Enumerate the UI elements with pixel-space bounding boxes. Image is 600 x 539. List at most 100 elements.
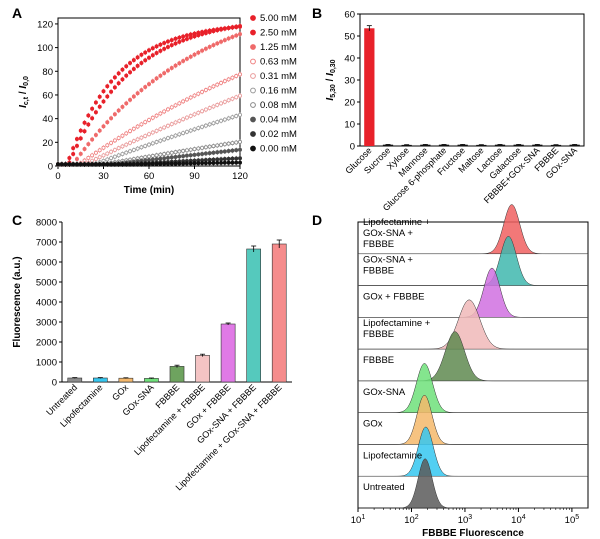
data-point	[203, 161, 208, 166]
data-point	[215, 160, 220, 165]
data-point	[139, 122, 144, 127]
data-point	[154, 44, 159, 49]
legend-marker	[250, 29, 256, 36]
data-point	[116, 71, 121, 76]
data-point	[162, 125, 167, 130]
data-point	[82, 120, 87, 125]
legend-label: 1.25 mM	[260, 42, 297, 53]
data-point	[177, 161, 182, 166]
data-point	[131, 162, 136, 167]
data-point	[192, 147, 197, 152]
data-point	[112, 147, 117, 152]
data-point	[226, 98, 231, 103]
data-point	[86, 122, 91, 127]
y-tick-label: 80	[42, 67, 53, 78]
x-tick-label: 105	[565, 514, 580, 526]
data-point	[203, 145, 208, 150]
data-point	[222, 149, 227, 154]
data-point	[165, 151, 170, 156]
data-point	[101, 124, 106, 129]
legend-label: 0.04 mM	[260, 115, 297, 126]
data-point	[222, 160, 227, 165]
data-point	[146, 132, 151, 137]
data-point	[109, 79, 114, 84]
data-point	[158, 111, 163, 116]
data-point	[116, 136, 121, 141]
data-point	[93, 150, 98, 155]
data-point	[120, 133, 125, 138]
data-point	[192, 152, 197, 157]
data-point	[184, 129, 189, 134]
bar	[364, 28, 375, 146]
data-point	[131, 66, 136, 71]
data-point	[131, 126, 136, 131]
data-point	[146, 161, 151, 166]
data-point	[203, 46, 208, 51]
data-point	[150, 46, 155, 51]
data-point	[196, 146, 201, 151]
data-point	[143, 120, 148, 125]
data-point	[124, 73, 129, 78]
data-point	[165, 161, 170, 166]
data-point	[162, 152, 167, 157]
data-point	[177, 61, 182, 66]
data-point	[222, 99, 227, 104]
data-point	[192, 34, 197, 39]
data-point	[105, 157, 110, 162]
data-point	[226, 141, 231, 146]
data-point	[150, 161, 155, 166]
data-point	[90, 116, 95, 121]
data-point	[90, 137, 95, 142]
series-031mM	[56, 93, 242, 167]
data-point	[219, 39, 224, 44]
data-point	[143, 85, 148, 90]
data-point	[78, 151, 83, 156]
y-tick-label: 40	[344, 54, 355, 65]
histogram-lipofectamine	[357, 426, 589, 477]
data-point	[162, 156, 167, 161]
data-point	[116, 146, 121, 151]
data-point	[173, 41, 178, 46]
data-point	[181, 38, 186, 43]
data-point	[173, 133, 178, 138]
y-tick-label: 8000	[36, 218, 57, 229]
data-point	[63, 162, 68, 167]
data-point	[219, 101, 224, 106]
data-point	[173, 63, 178, 68]
data-point	[230, 160, 235, 165]
legend-marker	[250, 145, 256, 152]
y-tick-label: 60	[42, 90, 53, 101]
data-point	[215, 143, 220, 148]
data-point	[93, 100, 98, 105]
data-point	[234, 148, 239, 153]
data-point	[154, 76, 159, 81]
data-point	[230, 156, 235, 161]
data-point	[124, 162, 129, 167]
bar	[401, 144, 412, 146]
series-label: Untreated	[363, 482, 405, 493]
data-point	[93, 110, 98, 115]
data-point	[173, 154, 178, 159]
data-point	[169, 43, 174, 48]
x-tick-label: 0	[55, 171, 60, 182]
data-point	[101, 153, 106, 158]
legend-marker	[250, 116, 256, 123]
data-point	[109, 116, 114, 121]
data-point	[109, 156, 114, 161]
data-point	[158, 48, 163, 53]
data-point	[105, 143, 110, 148]
data-point	[237, 160, 242, 165]
data-point	[222, 79, 227, 84]
data-point	[150, 115, 155, 120]
data-point	[59, 162, 64, 167]
x-tick-label: 102	[404, 514, 419, 526]
data-point	[219, 160, 224, 165]
data-point	[237, 139, 242, 144]
data-point	[211, 29, 216, 34]
data-point	[67, 162, 72, 167]
data-point	[86, 113, 91, 118]
data-point	[234, 156, 239, 161]
data-point	[230, 96, 235, 101]
